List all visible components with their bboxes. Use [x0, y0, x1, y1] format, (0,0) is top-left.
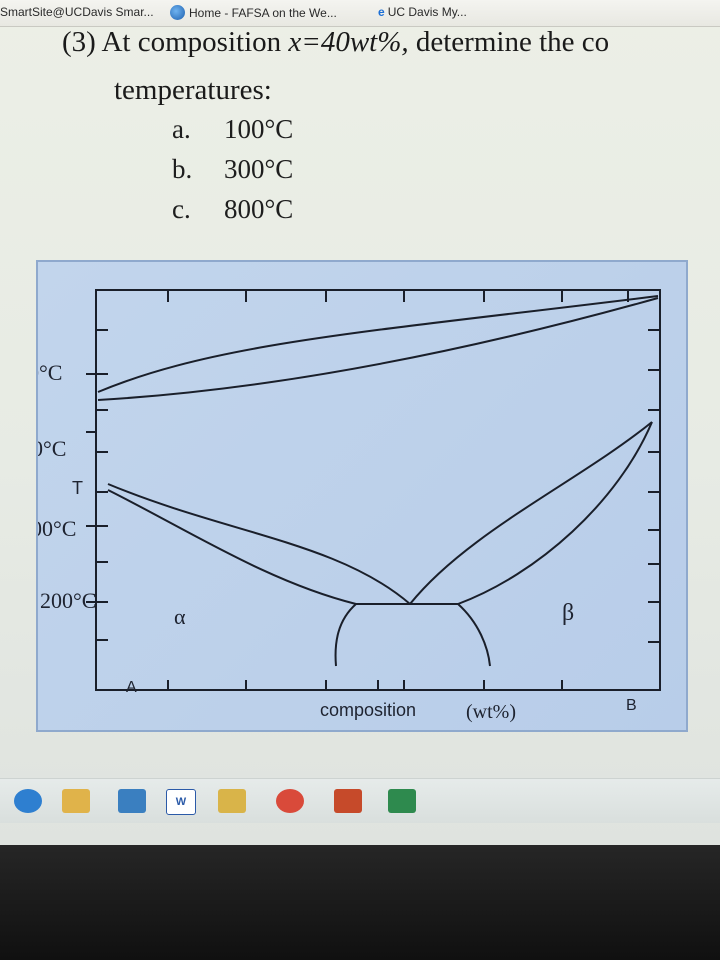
- plot-frame: [95, 289, 661, 691]
- question-line2: temperatures:: [114, 74, 272, 106]
- phase-diagram: 800°C 600°C T 400°C 200°C α β A B compos…: [38, 289, 661, 723]
- y-tick-label-400: 400°C: [38, 516, 76, 541]
- answer-letter: a.: [172, 114, 191, 144]
- solvus-beta: [457, 603, 491, 667]
- phase-diagram-panel: 800°C 600°C T 400°C 200°C α β A B compos…: [36, 260, 688, 732]
- x-axis-label: composition: [320, 700, 416, 720]
- bookmark-fafsa[interactable]: Home - FAFSA on the We...: [170, 5, 337, 20]
- y-label-ticks: [86, 373, 96, 603]
- media-player-icon[interactable]: [118, 789, 146, 813]
- bookmarks-bar: SmartSite@UCDavis Smar... Home - FAFSA o…: [0, 0, 720, 27]
- question-prefix: At composition: [101, 26, 289, 58]
- t-axis-label: T: [72, 478, 83, 498]
- bookmark-smartsite[interactable]: SmartSite@UCDavis Smar...: [0, 5, 154, 19]
- bookmark-label: UC Davis My...: [387, 5, 467, 19]
- answer-letter: c.: [172, 194, 191, 224]
- left-ticks: [96, 329, 108, 641]
- word-icon[interactable]: W: [166, 789, 196, 815]
- bookmark-label: SmartSite@UCDavis Smar...: [0, 5, 154, 19]
- chrome-icon[interactable]: [276, 789, 304, 813]
- folder-icon[interactable]: [62, 789, 90, 813]
- files-icon[interactable]: [218, 789, 246, 813]
- word-icon-label: W: [175, 796, 187, 808]
- excel-icon[interactable]: [388, 789, 416, 813]
- right-ticks: [648, 329, 660, 643]
- answer-item: b. 300°C: [172, 154, 293, 185]
- y-tick-label-800: 800°C: [38, 360, 62, 385]
- answer-item: c. 800°C: [172, 194, 293, 225]
- top-ticks: [167, 290, 629, 302]
- internet-explorer-icon[interactable]: [14, 789, 42, 813]
- ie-icon: e: [378, 5, 385, 19]
- taskbar: W: [0, 778, 720, 823]
- liquidus-beta: [409, 421, 653, 605]
- bottom-ticks: [167, 680, 563, 690]
- bookmark-ucdavis[interactable]: e UC Davis My...: [378, 5, 467, 19]
- phase-alpha-label: α: [174, 604, 186, 629]
- monitor-bezel: [0, 845, 720, 960]
- answer-item: a. 100°C: [172, 114, 293, 145]
- y-tick-label-600: 600°C: [38, 436, 66, 461]
- powerpoint-icon[interactable]: [334, 789, 362, 813]
- liquidus-alpha: [107, 483, 411, 605]
- question-formula: x=40wt%,: [288, 26, 409, 58]
- question-heading: (3) At composition x=40wt%, determine th…: [62, 26, 609, 59]
- component-b-label: B: [626, 697, 637, 714]
- component-a-label: A: [126, 679, 137, 696]
- y-tick-label-200: 200°C: [40, 588, 96, 613]
- screen: SmartSite@UCDavis Smar... Home - FAFSA o…: [0, 0, 720, 845]
- question-number: (3): [62, 26, 96, 58]
- answer-value: 300°C: [224, 154, 294, 184]
- answer-letter: b.: [172, 154, 193, 184]
- question-suffix: determine the co: [408, 26, 610, 58]
- phase-beta-label: β: [562, 600, 574, 626]
- solidus-beta: [457, 421, 653, 605]
- globe-icon: [170, 5, 185, 20]
- bookmark-label: Home - FAFSA on the We...: [189, 6, 337, 20]
- x-axis-unit: (wt%): [466, 701, 516, 723]
- solvus-alpha: [334, 603, 357, 667]
- liquidus-upper: [97, 295, 659, 393]
- answer-value: 800°C: [224, 194, 294, 224]
- answer-value: 100°C: [224, 114, 294, 144]
- solidus-alpha: [107, 489, 357, 605]
- solidus-upper: [97, 297, 659, 401]
